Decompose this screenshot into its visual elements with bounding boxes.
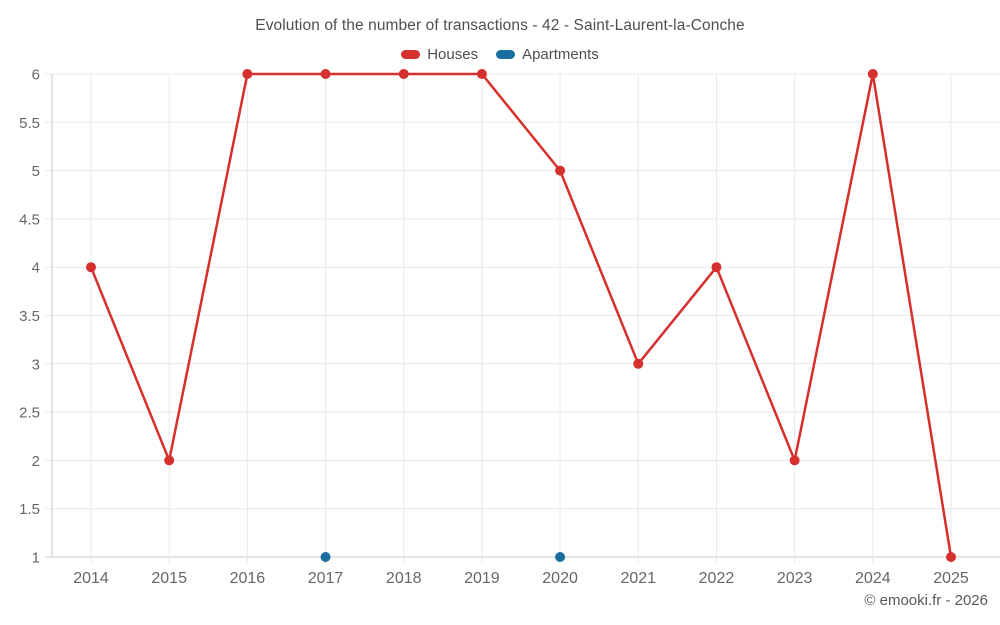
y-tick-label: 3 bbox=[32, 356, 40, 373]
x-tick-label: 2015 bbox=[151, 570, 187, 587]
data-point-houses-2014[interactable] bbox=[86, 262, 96, 273]
x-tick-label: 2021 bbox=[620, 570, 656, 587]
y-tick-label: 1.5 bbox=[19, 501, 40, 518]
y-tick-label: 5.5 bbox=[19, 115, 40, 132]
chart-title: Evolution of the number of transactions … bbox=[255, 17, 745, 34]
y-tick-label: 5 bbox=[32, 163, 40, 180]
legend-item-houses[interactable]: Houses bbox=[401, 46, 478, 63]
data-point-apartments-2020[interactable] bbox=[555, 552, 566, 562]
data-point-houses-2021[interactable] bbox=[633, 358, 644, 369]
legend-item-apartments[interactable]: Apartments bbox=[496, 46, 599, 63]
y-tick-label: 6 bbox=[32, 67, 40, 84]
y-tick-label: 3.5 bbox=[19, 308, 40, 325]
data-point-apartments-2017[interactable] bbox=[320, 552, 331, 562]
y-tick-label: 4.5 bbox=[19, 211, 40, 228]
data-point-houses-2018[interactable] bbox=[398, 69, 409, 79]
y-tick-label: 2.5 bbox=[19, 405, 40, 422]
apartments-series-swatch-icon bbox=[496, 50, 516, 59]
y-tick-label: 2 bbox=[32, 453, 40, 470]
x-tick-label: 2014 bbox=[73, 570, 109, 587]
x-tick-label: 2022 bbox=[699, 570, 735, 587]
x-tick-label: 2016 bbox=[230, 570, 266, 587]
x-tick-label: 2017 bbox=[308, 570, 344, 587]
y-tick-label: 1 bbox=[32, 550, 40, 567]
x-tick-label: 2019 bbox=[464, 570, 500, 587]
legend: Houses Apartments bbox=[0, 46, 1000, 63]
data-point-houses-2025[interactable] bbox=[946, 552, 956, 562]
watermark: © emooki.fr - 2026 bbox=[864, 592, 988, 609]
data-point-houses-2017[interactable] bbox=[320, 69, 331, 79]
data-point-houses-2020[interactable] bbox=[555, 165, 566, 176]
x-tick-label: 2020 bbox=[542, 570, 578, 587]
data-point-houses-2024[interactable] bbox=[867, 69, 878, 79]
x-tick-label: 2018 bbox=[386, 570, 422, 587]
x-tick-label: 2023 bbox=[777, 570, 813, 587]
y-tick-label: 4 bbox=[32, 260, 40, 277]
x-tick-label: 2024 bbox=[855, 570, 891, 587]
legend-label-houses: Houses bbox=[427, 46, 479, 63]
data-point-houses-2016[interactable] bbox=[242, 69, 253, 79]
houses-series-swatch-icon bbox=[401, 50, 421, 59]
x-tick-label: 2025 bbox=[933, 570, 969, 587]
legend-label-apartments: Apartments bbox=[522, 46, 599, 63]
data-point-houses-2015[interactable] bbox=[164, 455, 175, 466]
data-point-houses-2022[interactable] bbox=[711, 262, 722, 273]
data-point-houses-2019[interactable] bbox=[476, 69, 487, 79]
data-point-houses-2023[interactable] bbox=[789, 455, 800, 466]
